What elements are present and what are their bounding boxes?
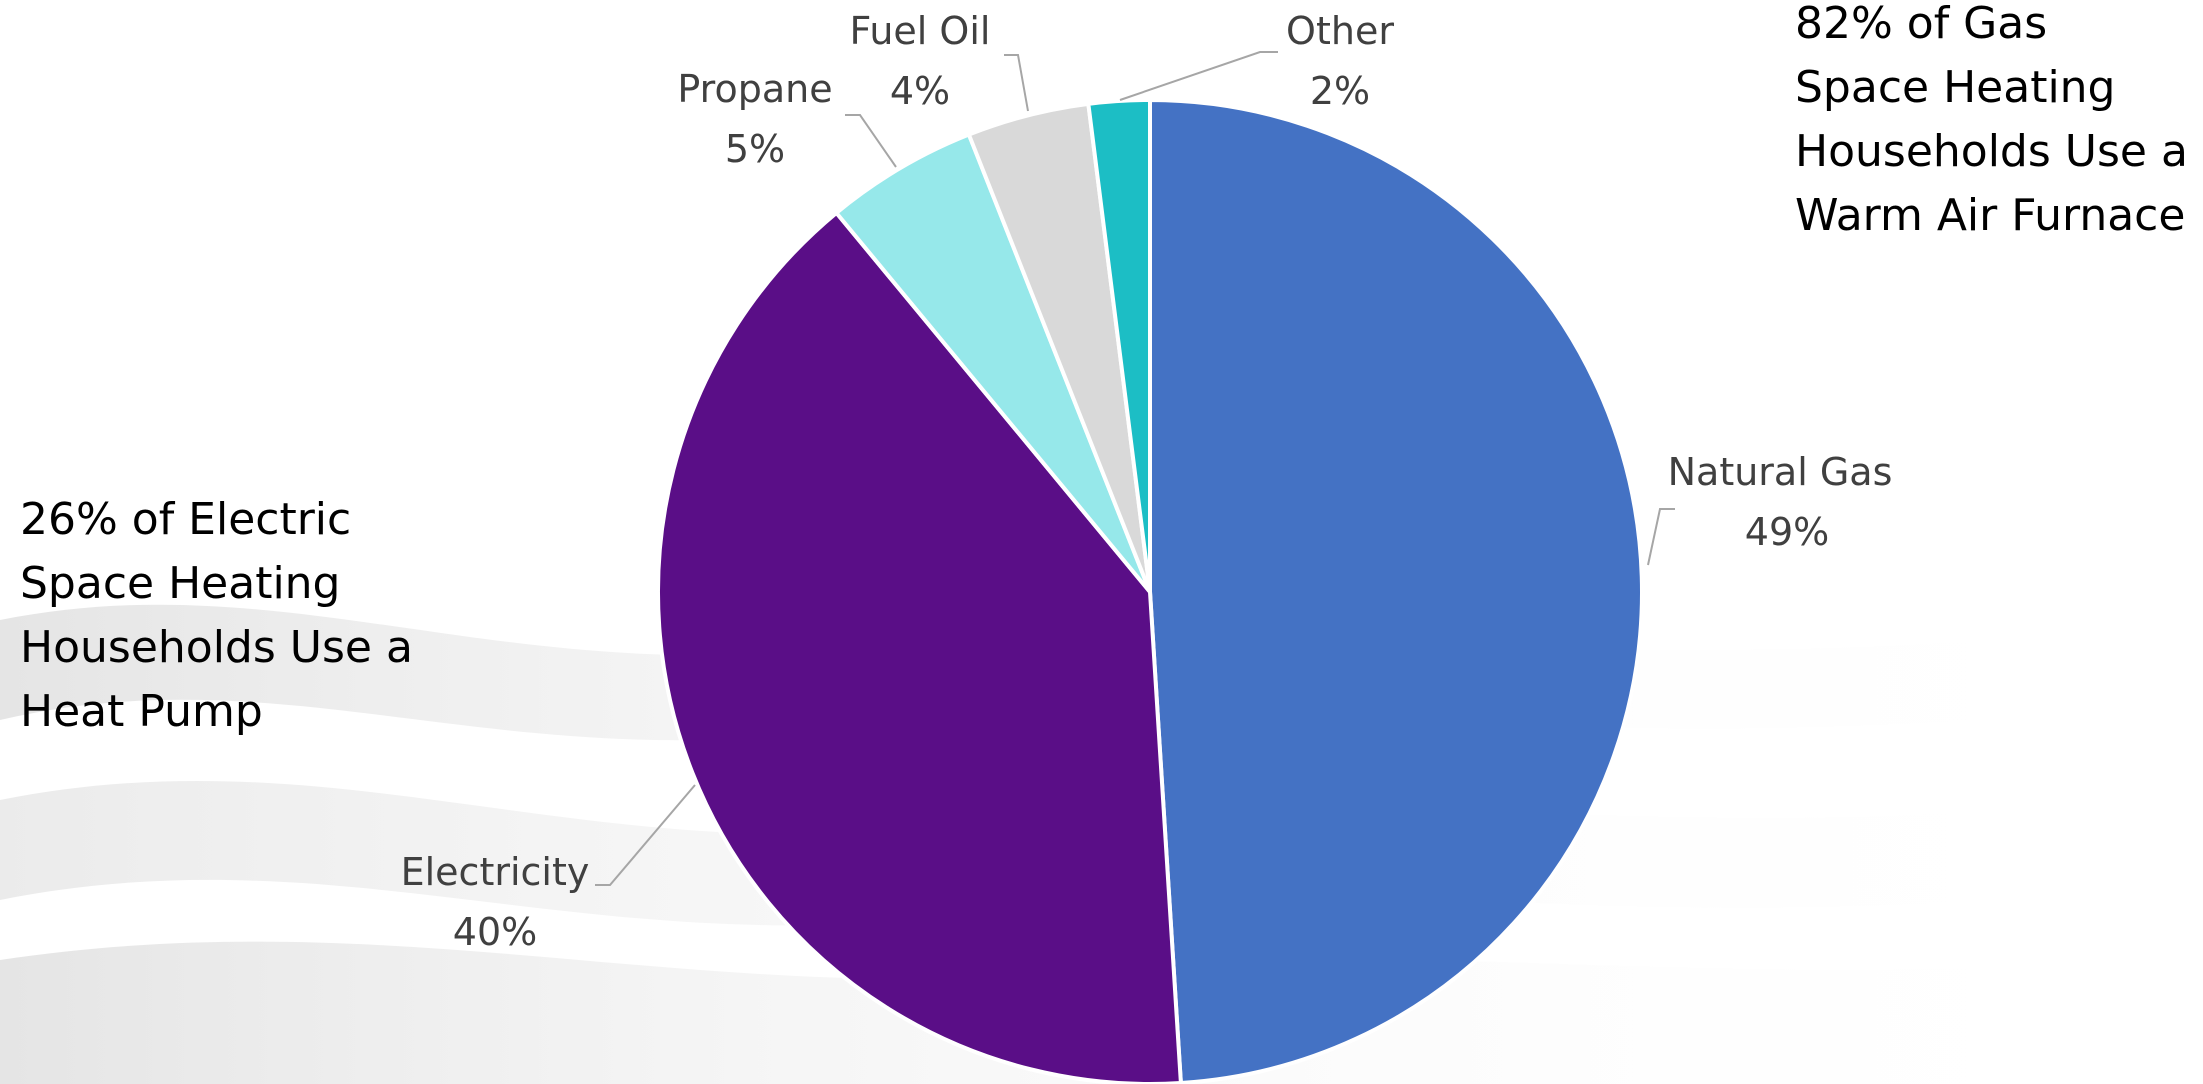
slice-label-other: Other — [1286, 9, 1394, 53]
slice-value-fuel-oil: 4% — [890, 69, 950, 113]
slice-value-electricity: 40% — [453, 910, 537, 954]
pie-slice-other — [1086, 98, 1152, 594]
leader-line-electricity — [595, 784, 696, 886]
slice-value-natural-gas: 49% — [1745, 510, 1829, 554]
pie-slice-propane — [834, 132, 1152, 594]
electric-heat-pump-annotation: 26% of Electric Space Heating Households… — [20, 494, 413, 737]
pie-slice-natural-gas — [1148, 98, 1645, 1084]
pie-slice-electricity — [656, 210, 1183, 1084]
slice-label-electricity: Electricity — [401, 850, 590, 894]
slice-label-propane: Propane — [677, 67, 832, 111]
slice-value-other: 2% — [1310, 69, 1370, 113]
slice-label-natural-gas: Natural Gas — [1668, 450, 1893, 494]
leader-line-propane — [845, 114, 897, 168]
gas-furnace-annotation: 82% of Gas Space Heating Households Use … — [1795, 0, 2188, 241]
leader-line-other — [1119, 51, 1278, 101]
leader-line-natural-gas — [1647, 508, 1675, 566]
leader-line-fuel-oil — [1004, 54, 1029, 112]
slice-value-propane: 5% — [725, 127, 785, 171]
slice-label-fuel-oil: Fuel Oil — [850, 9, 991, 53]
